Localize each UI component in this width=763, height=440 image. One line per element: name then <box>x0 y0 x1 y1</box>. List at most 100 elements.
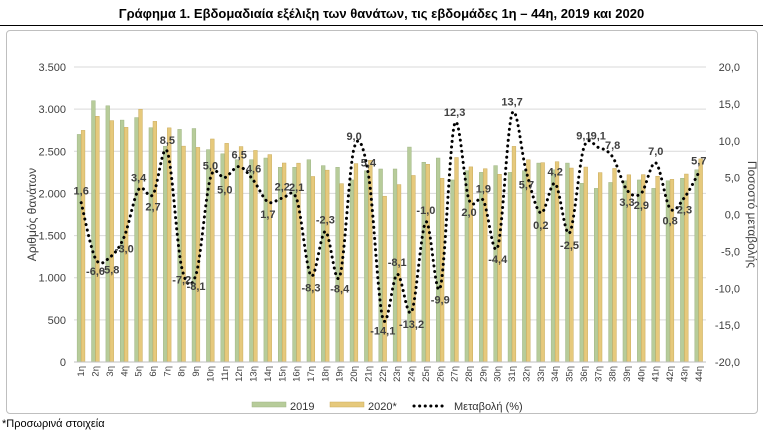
data-label: -14,1 <box>370 325 395 337</box>
bar-2020 <box>95 116 100 363</box>
x-tick-label: 36η <box>579 366 590 382</box>
data-label: 1,9 <box>476 183 491 195</box>
data-label: -8,4 <box>330 283 350 295</box>
bar-2019 <box>349 179 355 363</box>
y2-tick-label: 10,0 <box>719 136 740 148</box>
chart-frame <box>6 30 758 414</box>
bar-2019 <box>694 169 699 363</box>
bar-2020 <box>396 184 402 363</box>
x-tick-label: 25η <box>421 366 432 382</box>
x-tick-label: 17η <box>306 366 317 382</box>
x-tick-label: 20η <box>349 366 360 382</box>
x-tick-label: 41η <box>651 366 662 382</box>
x-tick-label: 34η <box>550 366 561 382</box>
x-tick-label: 29η <box>478 366 489 382</box>
bar-2020 <box>684 173 689 363</box>
x-tick-label: 9η <box>191 366 202 377</box>
data-label: 7,0 <box>648 146 663 158</box>
bar-2019 <box>278 167 283 363</box>
bar-2020 <box>325 169 330 363</box>
data-label: 0,8 <box>662 216 677 228</box>
data-label: 9,0 <box>346 131 361 143</box>
data-label: 4,2 <box>548 167 563 179</box>
bar-2019 <box>249 159 254 363</box>
x-tick-label: 40η <box>636 366 647 382</box>
x-tick-label: 5η <box>134 366 145 377</box>
y-tick-label: 500 <box>48 315 66 327</box>
bar-2020 <box>540 162 545 363</box>
bar-2019 <box>436 157 441 363</box>
x-tick-label: 22η <box>378 366 389 382</box>
chart-title: Γράφημα 1. Εβδομαδιαία εξέλιξη των θανάτ… <box>118 6 645 21</box>
bar-2020 <box>109 120 114 363</box>
bar-2020 <box>612 168 617 363</box>
x-tick-label: 6η <box>148 366 159 377</box>
title-divider <box>0 25 763 26</box>
bar-2019 <box>335 167 340 363</box>
x-tick-label: 28η <box>464 366 475 382</box>
bar-2019 <box>191 128 197 363</box>
bar-2019 <box>594 188 599 363</box>
bar-2020 <box>598 172 603 363</box>
data-label: 7,8 <box>605 140 620 152</box>
x-tick-label: 32η <box>521 366 532 382</box>
data-label: 1,7 <box>260 209 275 221</box>
bar-2020 <box>411 175 416 363</box>
bar-2019 <box>91 100 96 363</box>
bar-2019 <box>306 159 311 363</box>
data-label: 2,3 <box>677 205 692 217</box>
bar-2019 <box>148 127 153 363</box>
y-tick-label: 2.000 <box>38 188 66 200</box>
x-tick-label: 31η <box>507 366 518 382</box>
bar-2019 <box>464 170 469 363</box>
data-label: 2,9 <box>634 200 649 212</box>
data-label: 2,1 <box>289 182 304 194</box>
bar-2019 <box>450 179 455 363</box>
bar-2019 <box>134 117 139 363</box>
bar-2020 <box>583 166 588 363</box>
y-axis-title: Αριθμός θανάτων <box>25 168 39 261</box>
bar-2020 <box>181 145 186 363</box>
x-tick-label: 2η <box>91 366 102 377</box>
y-tick-label: 3.500 <box>38 62 66 74</box>
x-tick-label: 43η <box>679 366 690 382</box>
data-label: 5,4 <box>361 158 377 170</box>
bar-2019 <box>536 162 541 363</box>
y2-tick-label: 15,0 <box>719 99 740 111</box>
data-label: -8,1 <box>187 281 206 293</box>
x-tick-label: 12η <box>234 366 245 382</box>
bar-2019 <box>120 119 125 363</box>
bar-2020 <box>238 146 244 363</box>
data-label: -9,9 <box>431 295 450 307</box>
data-label: -7,2 <box>172 275 191 287</box>
y2-tick-label: -15,0 <box>715 320 740 332</box>
data-label: 12,3 <box>444 107 465 119</box>
x-tick-label: 26η <box>435 366 446 382</box>
data-label: 4,6 <box>246 164 261 176</box>
bar-2020 <box>698 158 703 363</box>
bar-2020 <box>669 179 675 363</box>
bar-2020 <box>569 167 574 363</box>
bar-2020 <box>511 146 517 363</box>
bar-2020 <box>152 121 157 363</box>
x-tick-label: 14η <box>263 366 274 382</box>
data-label: 5,7 <box>691 155 706 167</box>
y2-tick-label: -20,0 <box>715 357 740 369</box>
data-label: 5,0 <box>203 161 218 173</box>
y2-tick-label: -10,0 <box>715 283 740 295</box>
x-tick-label: 38η <box>608 366 619 382</box>
y-tick-label: 1.000 <box>38 273 66 285</box>
data-label: -3,0 <box>115 244 134 256</box>
bar-2019 <box>263 157 268 363</box>
data-label: 5,0 <box>217 185 232 197</box>
bar-2019 <box>234 159 240 363</box>
data-label: 9,1 <box>576 130 591 142</box>
bar-2019 <box>507 172 513 363</box>
data-label: 8,5 <box>160 135 175 147</box>
x-tick-label: 19η <box>335 366 346 382</box>
bar-2020 <box>353 163 359 363</box>
data-label: 5,7 <box>519 179 534 191</box>
x-tick-label: 7η <box>162 366 173 377</box>
data-label: 2,0 <box>461 207 476 219</box>
data-label: -4,4 <box>488 254 508 266</box>
